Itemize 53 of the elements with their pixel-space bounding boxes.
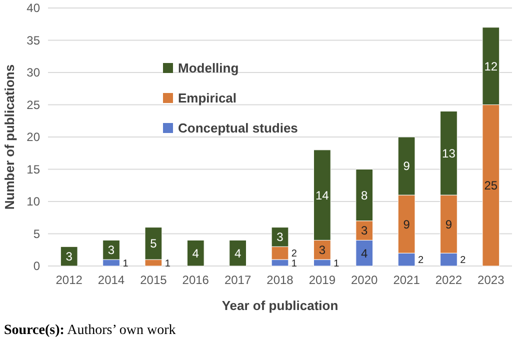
y-tick-label: 25 xyxy=(26,98,40,112)
data-label: 2 xyxy=(291,248,298,260)
data-label: 12 xyxy=(484,59,498,74)
data-label: 9 xyxy=(403,217,410,232)
data-label: 1 xyxy=(122,258,129,270)
x-tick-label: 2022 xyxy=(435,273,462,287)
x-tick-label: 2016 xyxy=(182,273,210,287)
y-tick-label: 10 xyxy=(26,194,40,209)
data-label: 1 xyxy=(164,258,171,270)
data-label: 25 xyxy=(484,178,498,193)
data-label: 2 xyxy=(460,255,466,266)
bar xyxy=(186,240,204,266)
y-axis-title: Number of publications xyxy=(2,64,17,210)
x-tick-label: 2015 xyxy=(140,273,168,287)
x-tick-label: 2020 xyxy=(351,273,378,287)
x-tick-label: 2018 xyxy=(266,273,294,287)
data-label: 1 xyxy=(334,258,340,270)
y-tick-label: 30 xyxy=(26,66,40,80)
data-label: 3 xyxy=(361,224,368,238)
y-tick-label: 15 xyxy=(26,162,40,176)
y-tick-label: 20 xyxy=(26,130,40,144)
data-label: 1 xyxy=(291,258,298,270)
data-label: 2 xyxy=(418,255,424,266)
x-tick-label: 2021 xyxy=(393,273,420,287)
y-tick-label: 5 xyxy=(33,226,40,241)
y-tick-label: 0 xyxy=(33,259,40,274)
source-note: Source(s): Authors’ own work xyxy=(4,323,176,338)
data-label: 5 xyxy=(150,236,158,251)
data-label: 14 xyxy=(316,188,330,202)
data-label: 3 xyxy=(318,243,326,258)
x-tick-label: 2019 xyxy=(308,273,336,287)
data-label: 3 xyxy=(66,250,73,264)
data-label: 4 xyxy=(361,246,368,260)
data-label: 3 xyxy=(276,230,284,244)
data-label: 3 xyxy=(108,243,115,258)
x-axis-title: Year of publication xyxy=(222,298,338,313)
y-tick-label: 40 xyxy=(26,1,40,16)
data-label: 8 xyxy=(361,188,368,202)
y-tick-label: 35 xyxy=(26,33,40,48)
data-label: 13 xyxy=(442,146,456,160)
data-label: 9 xyxy=(403,159,410,174)
x-tick-label: 2014 xyxy=(98,273,125,287)
legend-label: Empirical xyxy=(178,90,237,106)
x-tick-label: 2023 xyxy=(478,273,505,287)
data-label: 4 xyxy=(234,246,242,260)
bar xyxy=(229,240,247,266)
x-tick-label: 2012 xyxy=(56,273,83,287)
x-tick-label: 2017 xyxy=(224,273,252,287)
legend-label: Conceptual studies xyxy=(178,120,298,136)
data-label: 4 xyxy=(192,246,200,260)
legend-label: Modelling xyxy=(178,60,239,76)
data-label: 9 xyxy=(445,217,452,232)
bar xyxy=(60,246,78,266)
